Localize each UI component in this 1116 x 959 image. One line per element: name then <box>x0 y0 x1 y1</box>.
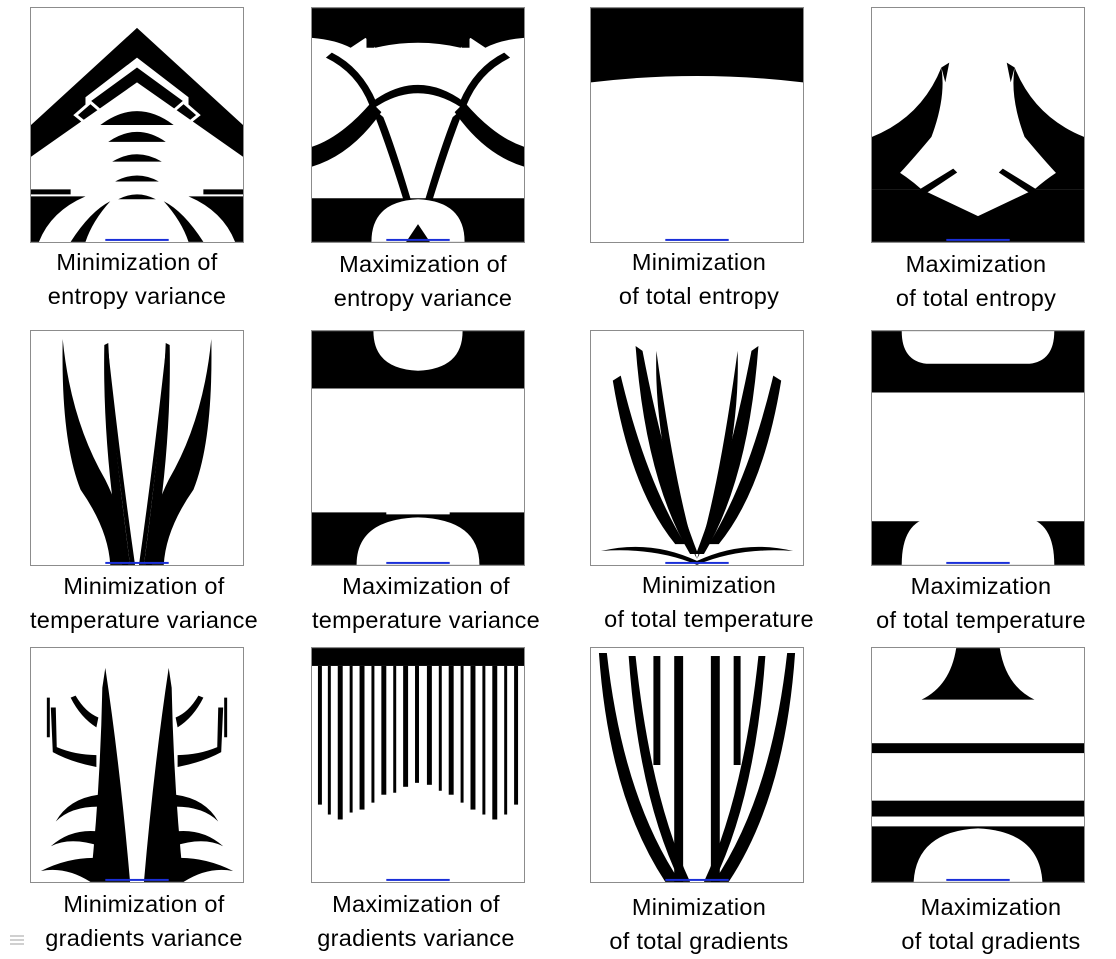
caption-line-1: Minimization <box>631 249 767 275</box>
topology-panel-entropy-variance-max <box>311 7 525 243</box>
topology-panel-gradients-variance-max <box>311 647 525 883</box>
caption-line-2: temperature variance <box>29 607 259 633</box>
caption-line-2: temperature variance <box>311 607 541 633</box>
caption-line-2: of total entropy <box>895 285 1057 311</box>
caption-line-2: of total gradients <box>609 928 789 954</box>
topology-panel-total-entropy-max <box>871 7 1085 243</box>
caption-entropy-variance-max: Maximization of entropy variance <box>288 247 558 315</box>
caption-total-entropy-min: Minimization of total entropy <box>564 245 834 313</box>
caption-line-2: gradients variance <box>45 925 243 951</box>
topology-panel-total-temperature-min <box>590 330 804 566</box>
topology-image <box>591 8 803 241</box>
topology-image <box>40 667 234 882</box>
caption-line-1: Maximization <box>905 251 1047 277</box>
caption-line-1: Maximization <box>910 573 1052 599</box>
caption-total-entropy-max: Maximization of total entropy <box>841 247 1111 315</box>
topology-panel-gradients-variance-min <box>30 647 244 883</box>
topology-panel-total-entropy-min <box>590 7 804 243</box>
caption-line-2: of total temperature <box>604 606 814 632</box>
caption-line-1: Minimization <box>641 572 777 598</box>
caption-total-temperature-max: Maximization of total temperature <box>846 569 1116 637</box>
topology-panel-total-gradients-min <box>590 647 804 883</box>
topology-image <box>872 62 1084 242</box>
caption-entropy-variance-min: Minimization of entropy variance <box>2 245 272 313</box>
caption-total-gradients-max: Maximization of total gradients <box>856 890 1116 958</box>
caption-line-1: Minimization of <box>63 573 225 599</box>
caption-total-gradients-min: Minimization of total gradients <box>564 890 834 958</box>
caption-temperature-variance-min: Minimization of temperature variance <box>9 569 279 637</box>
caption-line-2: of total entropy <box>618 283 780 309</box>
topology-image <box>598 653 796 882</box>
caption-line-2: gradients variance <box>317 925 515 951</box>
topology-image <box>312 331 524 565</box>
caption-line-1: Minimization <box>631 894 767 920</box>
caption-line-2: of total temperature <box>876 607 1086 633</box>
topology-image <box>600 345 794 565</box>
caption-gradients-variance-min: Minimization of gradients variance <box>9 887 279 955</box>
lines-icon <box>10 935 24 945</box>
caption-line-1: Minimization of <box>63 891 225 917</box>
caption-line-2: entropy variance <box>47 283 227 309</box>
topology-image <box>872 331 1084 565</box>
caption-gradients-variance-max: Maximization of gradients variance <box>281 887 551 955</box>
topology-panel-entropy-variance-min <box>30 7 244 243</box>
topology-image <box>312 8 524 242</box>
caption-line-1: Maximization of <box>332 891 500 917</box>
caption-total-temperature-min: Minimization of total temperature <box>574 568 844 636</box>
topology-panel-total-gradients-max <box>871 647 1085 883</box>
topology-image <box>62 339 212 565</box>
topology-image <box>31 27 243 242</box>
caption-temperature-variance-max: Maximization of temperature variance <box>291 569 561 637</box>
topology-panel-temperature-variance-min <box>30 330 244 566</box>
topology-image <box>312 648 524 881</box>
caption-line-1: Maximization of <box>339 251 507 277</box>
caption-line-2: of total gradients <box>901 928 1081 954</box>
caption-line-1: Minimization of <box>56 249 218 275</box>
caption-line-2: entropy variance <box>333 285 513 311</box>
caption-line-1: Maximization of <box>342 573 510 599</box>
caption-line-1: Maximization <box>920 894 1062 920</box>
topology-image <box>872 648 1084 882</box>
topology-panel-total-temperature-max <box>871 330 1085 566</box>
topology-panel-temperature-variance-max <box>311 330 525 566</box>
